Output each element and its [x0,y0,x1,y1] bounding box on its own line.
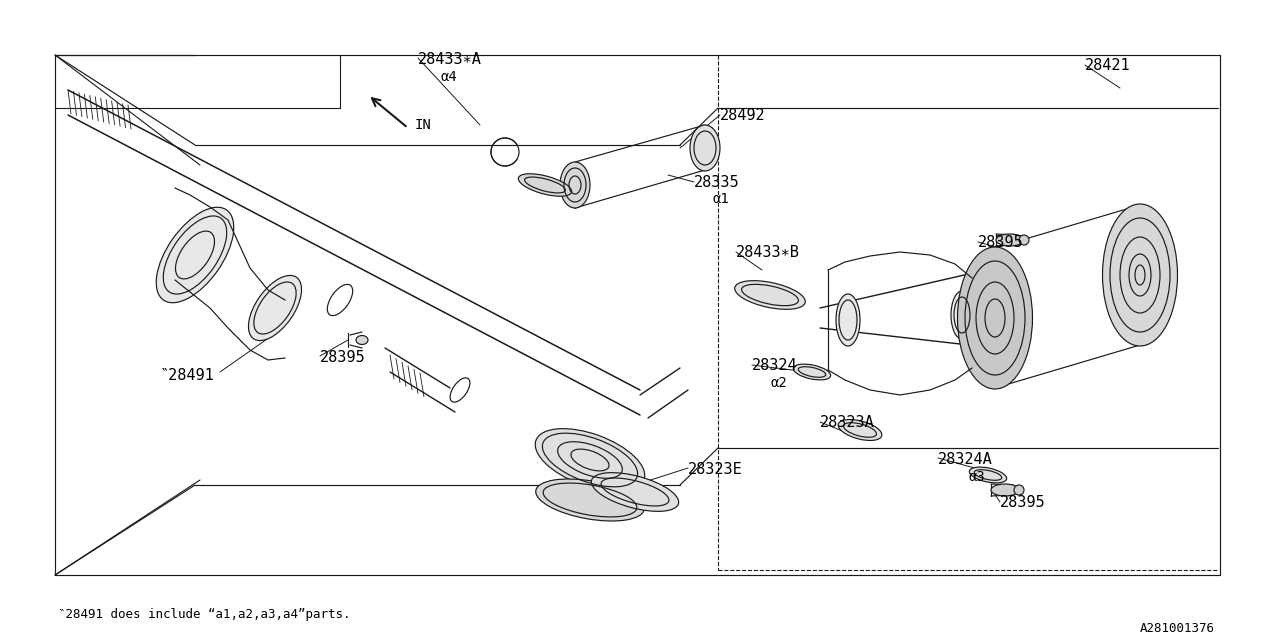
Ellipse shape [1014,485,1024,495]
Text: α4: α4 [440,70,457,84]
Text: A281001376: A281001376 [1140,622,1215,635]
Ellipse shape [836,294,860,346]
Text: 28433∗A: 28433∗A [419,52,481,67]
Text: 28323E: 28323E [689,462,742,477]
Ellipse shape [536,479,644,521]
Text: 28395: 28395 [320,350,366,365]
Text: α2: α2 [771,376,787,390]
Ellipse shape [735,281,805,309]
Ellipse shape [1019,235,1029,245]
Text: 28324A: 28324A [938,452,993,467]
Text: ‶28491: ‶28491 [160,368,215,383]
Text: 28395: 28395 [1000,495,1046,510]
Ellipse shape [561,162,590,208]
Ellipse shape [156,207,234,303]
Ellipse shape [356,335,369,344]
Text: 28335: 28335 [694,175,740,190]
Text: 28421: 28421 [1085,58,1130,73]
Ellipse shape [794,364,831,380]
Text: α3: α3 [968,470,984,484]
Ellipse shape [518,174,572,196]
Ellipse shape [991,484,1019,496]
Text: 28395: 28395 [978,235,1024,250]
Ellipse shape [535,429,645,492]
Ellipse shape [1102,204,1178,346]
Ellipse shape [969,467,1006,483]
Ellipse shape [838,420,882,440]
Ellipse shape [996,234,1024,246]
Text: 28323A: 28323A [820,415,874,430]
Text: ‶28491 does include “a1,a2,a3,a4”parts.: ‶28491 does include “a1,a2,a3,a4”parts. [58,608,351,621]
Ellipse shape [248,275,302,340]
Text: 28433∗B: 28433∗B [736,245,800,260]
Ellipse shape [951,291,973,339]
Ellipse shape [690,125,721,171]
Text: 28492: 28492 [721,108,765,123]
Ellipse shape [591,473,678,511]
Text: α1: α1 [712,192,728,206]
Ellipse shape [957,247,1033,389]
Text: IN: IN [415,118,431,132]
Text: 28324: 28324 [753,358,797,373]
